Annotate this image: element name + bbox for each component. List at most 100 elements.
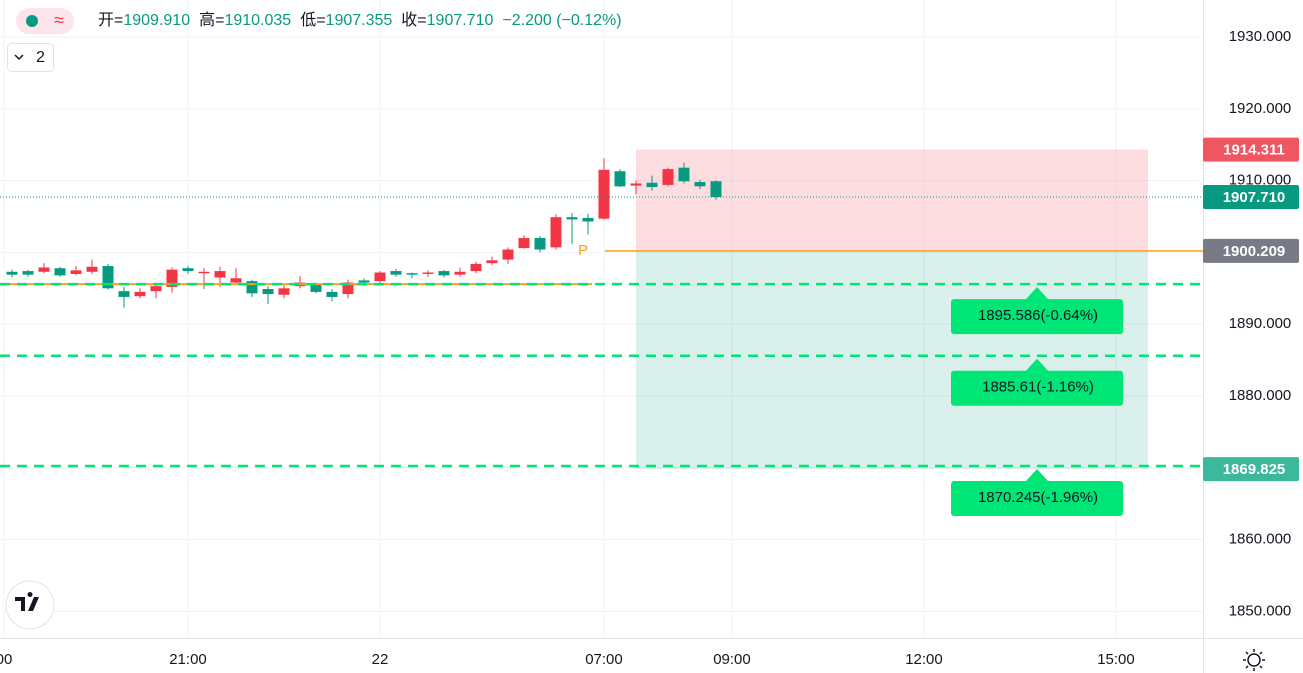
candle-body [6,271,18,275]
candle-body [374,272,386,282]
x-tick-label: 07:00 [585,651,623,668]
ohlc-value: 1909.910 [123,12,190,29]
wave-icon: ≈ [54,10,64,30]
candle-body [694,182,706,187]
candle-body [54,268,66,276]
candle-body [22,271,34,275]
logo[interactable] [5,580,55,630]
y-tick-label: 1910.000 [1229,172,1292,189]
ohlc-change: −2.200 (−0.12%) [502,12,621,29]
ohlc-label: 高= [199,11,224,29]
axes: 1850.0001860.0001870.0001880.0001890.000… [0,28,1299,668]
grid [0,0,1203,638]
level-label-text: 1895.586(-0.64%) [978,307,1098,324]
x-tick-label: 21:00 [169,651,207,668]
ohlc-value: 1910.035 [224,12,291,29]
x-tick-label: 09:00 [713,651,751,668]
level-label[interactable]: 1895.586(-0.64%) [951,287,1123,335]
candle-body [358,280,370,283]
level-label-box [951,358,1123,406]
price-badge-label: 1900.209 [1223,243,1286,260]
price-badge [1203,238,1299,263]
loss-zone [635,250,1148,470]
price-badge-label: 1914.311 [1223,142,1285,159]
candle-body [118,291,130,297]
level-label-box [951,287,1123,335]
candle-body [182,268,194,272]
symbol-pill[interactable] [16,8,74,34]
indicator-toggle[interactable] [7,43,54,72]
candles [6,158,722,308]
logo-mark [15,592,39,611]
level-label-text: 1885.61(-1.16%) [982,379,1094,396]
price-badge [1203,137,1299,162]
y-tick-label: 1890.000 [1229,315,1292,332]
candle-body [390,271,402,275]
candle-body [518,238,530,249]
price-badge [1203,185,1299,210]
ohlc-label: 开= [98,12,123,29]
profit-zone [635,149,1148,251]
candle-body [246,281,258,294]
chevron-icon [14,54,24,61]
candle-body [406,273,418,275]
candle-body [422,272,434,274]
candle-body [342,282,354,295]
y-tick-label: 1930.000 [1229,28,1292,45]
x-tick-label: 22 [372,651,389,668]
candle-body [486,260,498,264]
candle-body [662,169,674,185]
x-tick-label: 00 [0,651,12,668]
ohlc-value: 1907.355 [326,12,393,29]
candle-body [326,291,338,297]
candle-body [710,181,722,198]
status-dot [26,15,38,27]
y-tick-label: 1920.000 [1229,100,1292,117]
ohlc-value: 1907.710 [427,12,494,29]
candle-body [198,271,210,274]
y-tick-label: 1880.000 [1229,387,1292,404]
candle-body [262,289,274,295]
candle-body [230,278,242,283]
candle-body [70,270,82,274]
candle-body [470,263,482,272]
zones [635,149,1148,470]
ohlc-label: 收= [401,11,426,29]
candle-body [502,249,514,260]
level-label[interactable]: 1870.245(-1.96%) [951,469,1123,517]
candle-body [214,271,226,278]
candle-body [646,182,658,188]
candle-body [102,266,114,289]
indicator-count: 2 [36,49,45,66]
price-badge-label: 1907.710 [1223,189,1286,206]
y-tick-label: 1850.000 [1229,602,1292,619]
candle-body [134,291,146,297]
ohlc-label: 低= [300,11,325,29]
candle-body [630,183,642,186]
candle-body [534,238,546,250]
candle-body [614,171,626,187]
settings-icon[interactable] [1243,649,1265,671]
candle-body [582,217,594,222]
candle-body [678,167,690,182]
candle-body [566,217,578,220]
x-tick-label: 15:00 [1097,651,1135,668]
candle-body [86,266,98,272]
y-tick-label: 1860.000 [1229,531,1292,548]
candle-body [166,269,178,287]
level-label[interactable]: 1885.61(-1.16%) [951,358,1123,406]
candle-body [310,283,322,292]
candle-body [454,271,466,275]
ohlc-header: 开= 1909.910 高= 1910.035 低= 1907.355 收= 1907.710… [98,11,622,29]
candle-body [438,271,450,276]
level-label-box [951,469,1123,517]
overlay: P 1895.586(-0.64%) 1885.61(-1.16%) 1870.245… [0,196,1203,517]
candle-body [150,286,162,292]
candle-body [278,288,290,295]
candle-body [598,169,610,219]
price-badge [1203,457,1299,482]
candle-body [550,217,562,248]
